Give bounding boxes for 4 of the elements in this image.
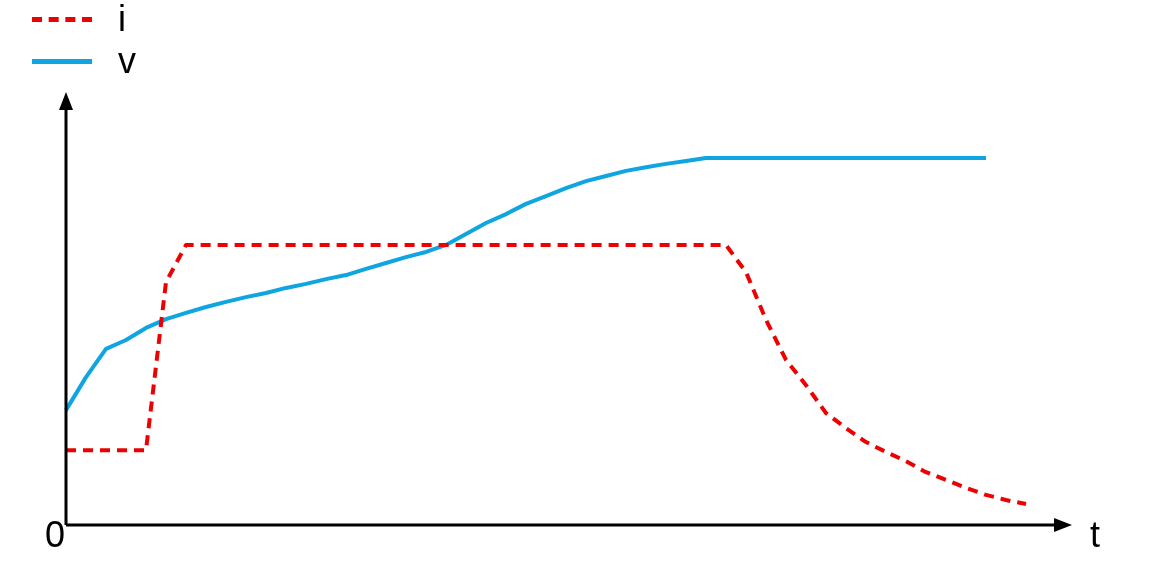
- legend-label: i: [118, 0, 126, 39]
- x-axis-title: t: [1090, 513, 1101, 555]
- legend-label: v: [118, 40, 136, 81]
- text: 0: [44, 513, 65, 555]
